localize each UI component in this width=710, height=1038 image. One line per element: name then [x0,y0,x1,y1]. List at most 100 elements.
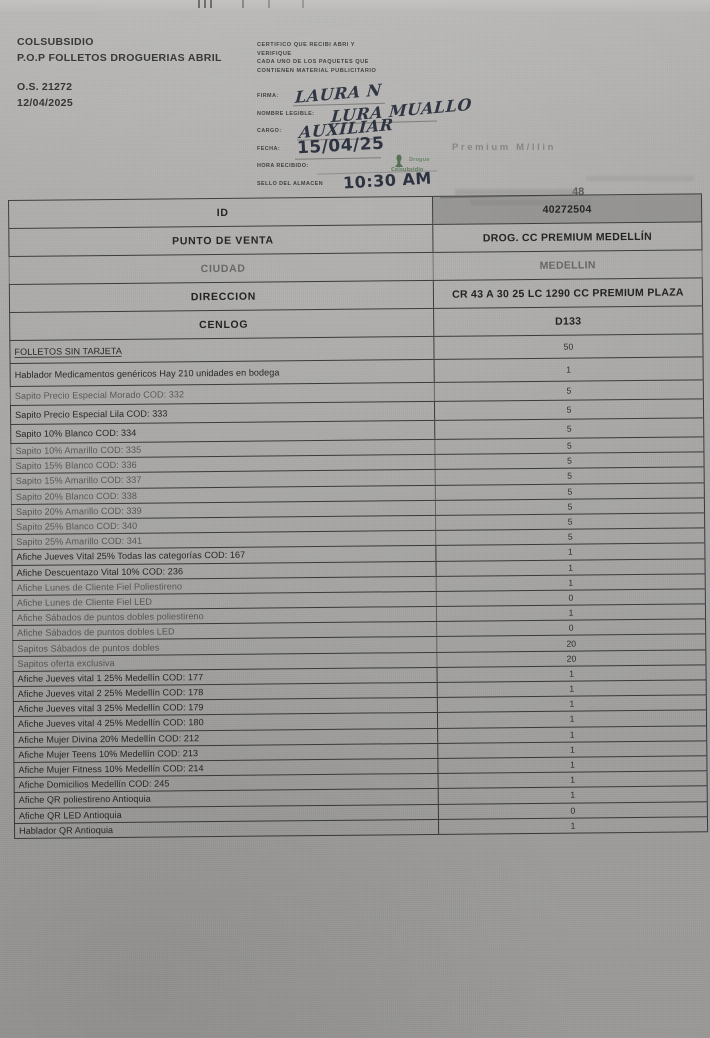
item-name: Afiche Sábados de puntos dobles LED [17,626,175,639]
item-name: Sapito 25% Blanco COD: 340 [16,520,138,532]
item-quantity: 1 [437,695,707,713]
item-quantity: 5 [435,452,705,470]
field-fecha-value: 15/04/25 [296,133,385,158]
svg-text:Colsubsidio: Colsubsidio [391,167,424,173]
field-cargo-label: CARGO: [257,128,282,134]
item-name: Afiche Mujer Fitness 10% Medellín COD: 2… [18,763,204,775]
item-quantity: 0 [438,801,708,819]
item-name: Sapitos oferta exclusiva [17,657,115,669]
item-name: Sapitos Sábados de puntos dobles [17,642,160,654]
item-quantity: 5 [435,498,706,515]
item-name-cell: Hablador QR Antioquia [13,819,440,838]
item-name: FOLLETOS SIN TARJETA [14,345,122,358]
item-name: Hablador QR Antioquia [19,824,114,836]
item-quantity: 1 [438,771,708,789]
item-name: Sapito 10% Blanco COD: 334 [15,427,137,439]
field-fecha: FECHA: 15/04/25 [257,133,477,160]
signature-fields: FIRMA: Laura N NOMBRE LEGIBLE: Lura Mual… [257,80,477,195]
attribute-value: DROG. CC PREMIUM MEDELLÍN [433,222,703,252]
item-quantity: 5 [434,380,704,401]
item-quantity: 20 [437,649,707,667]
item-name: Afiche Domicilios Medellín COD: 245 [18,778,170,791]
item-name: Afiche QR LED Antioquia [18,809,122,821]
item-quantity: 50 [434,334,704,359]
smudge-mark-1 [455,189,575,195]
attribute-label: CENLOG [9,308,435,340]
item-name: Sapito 15% Amarillo COD: 337 [15,475,142,487]
item-quantity: 1 [438,725,708,743]
item-quantity: 0 [437,619,707,637]
field-nombre-legible: NOMBRE LEGIBLE: Lura Muallo [257,94,477,125]
smudge-mark-3 [586,176,694,181]
item-quantity: 1 [436,543,706,561]
page-title: P.O.P FOLLETOS DROGUERIAS ABRIL [17,52,222,64]
faint-branch-annotation: Premium M/llin [452,142,556,153]
item-quantity: 1 [438,741,708,758]
item-quantity: 5 [436,528,706,546]
attribute-value: 40272504 [432,194,703,224]
certification-line-2: VERIFIQUE [257,50,292,57]
item-quantity: 5 [436,513,706,531]
item-quantity: 20 [437,634,707,652]
item-name: Afiche Mujer Divina 20% Medellín COD: 21… [18,732,200,745]
certification-line-3: CADA UNO DE LOS PAQUETES QUE [257,59,369,66]
field-firma-label: FIRMA: [257,93,279,99]
item-name: Afiche Lunes de Cliente Fiel Poliestiren… [16,581,183,593]
field-hora-recibido-label: HORA RECIBIDO: [257,163,309,169]
item-name: Afiche Jueves vital 1 25% Medellín COD: … [17,672,204,684]
item-quantity: 0 [436,589,706,606]
item-name: Afiche Jueves vital 2 25% Medellín COD: … [17,687,204,700]
field-hora-recibido: HORA RECIBIDO: [257,159,477,177]
field-nombre-legible-label: NOMBRE LEGIBLE: [257,110,315,117]
item-quantity: 1 [436,574,706,591]
attribute-label: PUNTO DE VENTA [8,224,434,256]
item-name: Afiche QR poliestireno Antioquia [18,794,151,806]
item-quantity: 1 [437,710,708,728]
item-name: Afiche Lunes de Cliente Fiel LED [16,596,152,608]
item-quantity: 1 [434,357,704,382]
item-quantity: 1 [437,680,707,698]
attribute-value: D133 [434,306,704,336]
item-name: Sapito Precio Especial Lila COD: 333 [15,408,168,420]
scan-top-edge [0,0,710,12]
item-name: Afiche Jueves vital 3 25% Medellín COD: … [17,702,204,715]
item-name: Afiche Descuentazo Vital 10% COD: 236 [16,565,184,578]
item-name: Afiche Mujer Teens 10% Medellín COD: 213 [18,748,199,760]
item-name: Hablador Medicamentos genéricos Hay 210 … [14,367,280,380]
field-sello-almacen: SELLO DEL ALMACEN 10:30 AM [257,168,477,195]
field-fecha-label: FECHA: [257,145,281,152]
item-quantity: 1 [436,558,706,576]
item-quantity: 1 [436,604,707,622]
item-quantity: 1 [438,786,708,804]
svg-text:Drogue: Drogue [409,157,430,163]
item-name: Afiche Sábados de puntos dobles poliesti… [16,611,204,624]
item-name: Sapito 20% Amarillo COD: 339 [15,505,142,517]
certification-legend: CERTIFICO QUE RECIBI ABRI Y VERIFIQUE CA… [257,41,467,75]
item-name: Sapito 15% Blanco COD: 336 [15,460,137,472]
total-quantity-annotation: 48 [572,186,585,198]
item-quantity: 5 [435,467,705,485]
field-sello-almacen-label: SELLO DEL ALMACEN [257,180,324,187]
attribute-value: CR 43 A 30 25 LC 1290 CC PREMIUM PLAZA [433,278,704,308]
attribute-label: ID [8,196,434,228]
item-name: Sapito Precio Especial Morado COD: 332 [14,389,185,401]
item-quantity: 5 [435,437,705,455]
item-name-cell: FOLLETOS SIN TARJETA [9,336,435,363]
item-quantity: 1 [437,665,707,682]
item-quantity: 5 [434,399,705,420]
item-quantity: 5 [435,482,705,500]
item-name: Sapito 20% Blanco COD: 338 [15,490,137,502]
colsubsidio-stamp-logo: Drogue Colsubsidio [391,154,430,173]
item-quantity: 5 [435,418,705,439]
attribute-label: CIUDAD [8,252,434,284]
item-name: Afiche Jueves vital 4 25% Medellín COD: … [17,717,204,730]
certification-line-4: CONTIENEN MATERIAL PUBLICITARIO [257,67,377,74]
pop-distribution-table: ID 40272504 PUNTO DE VENTA DROG. CC PREMIUM… [8,193,709,839]
certification-line-1: CERTIFICO QUE RECIBI ABRI Y [257,42,356,48]
field-firma: FIRMA: Laura N [257,80,477,107]
item-name: Sapito 25% Amarillo COD: 341 [16,535,143,548]
order-number: O.S. 21272 [17,81,73,93]
smudge-mark-2 [470,200,590,205]
item-name-cell: Hablador Medicamentos genéricos Hay 210 … [9,359,435,386]
item-quantity: 1 [438,816,709,834]
